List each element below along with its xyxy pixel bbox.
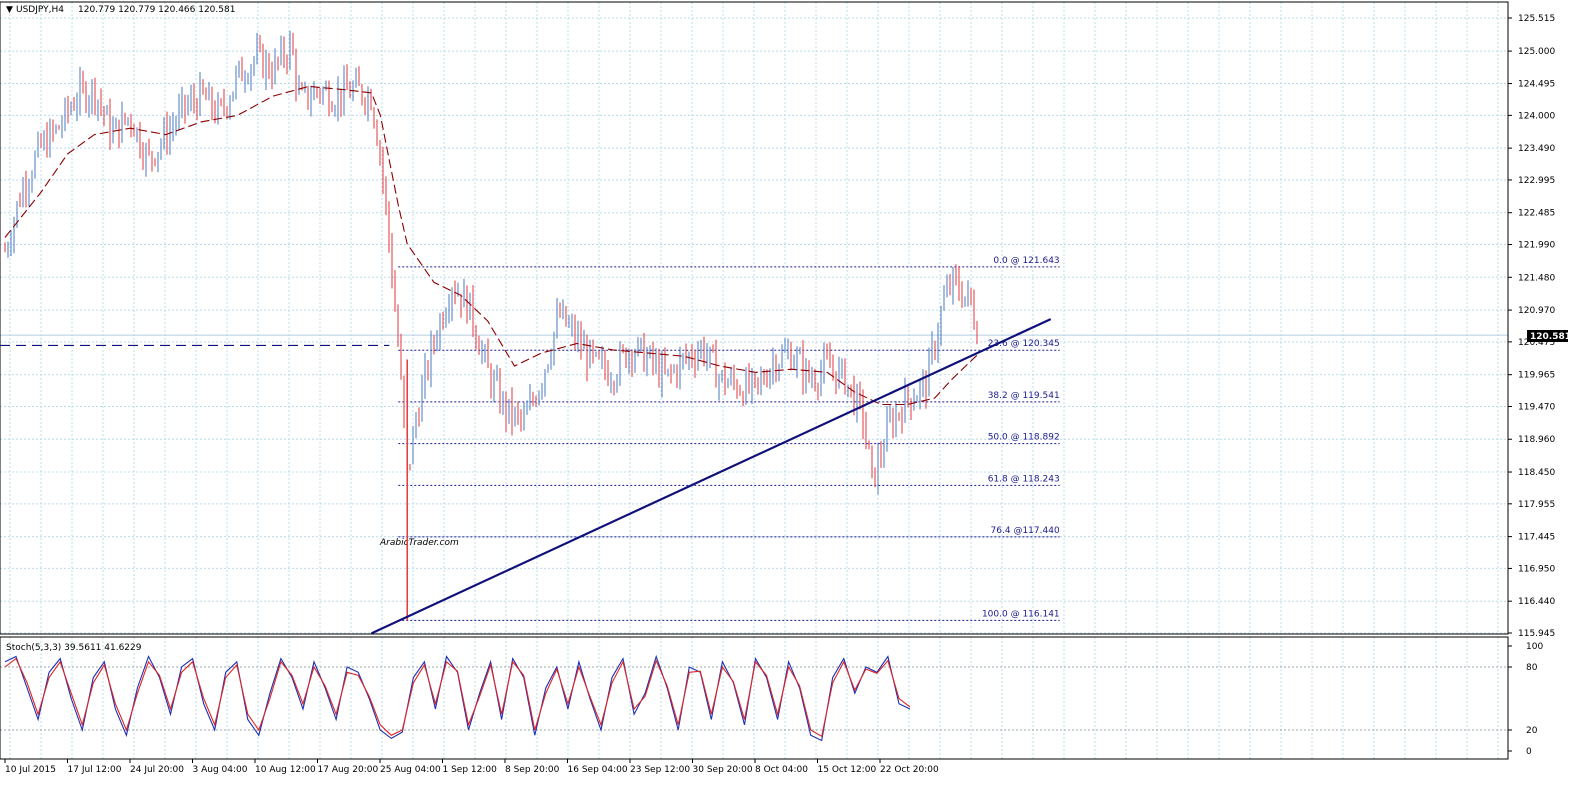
price-pane-border	[0, 1, 1509, 635]
time-tick-label: 8 Sep 20:00	[505, 765, 560, 775]
time-tick-label: 22 Oct 20:00	[880, 765, 939, 775]
price-tick-label: 119.470	[1518, 402, 1555, 412]
price-tick-label: 120.970	[1518, 306, 1555, 316]
stoch-tick-label: 80	[1526, 663, 1538, 673]
price-tick-label: 122.995	[1518, 176, 1555, 186]
price-tick-label: 125.000	[1518, 47, 1555, 57]
watermark: ArabicTrader.com	[379, 538, 459, 548]
stoch-tick-label: 0	[1526, 747, 1532, 757]
time-tick-label: 10 Aug 12:00	[255, 765, 316, 775]
time-tick-label: 15 Oct 12:00	[818, 765, 877, 775]
price-tick-label: 125.515	[1518, 14, 1555, 24]
collapse-icon[interactable]: ▼	[6, 5, 13, 15]
price-box-label: 120.581	[1530, 332, 1571, 342]
price-box-background	[1527, 330, 1568, 342]
time-tick-label: 24 Jul 20:00	[130, 765, 184, 775]
fib-level-label: 38.2 @ 119.541	[988, 391, 1060, 401]
price-tick-label: 124.000	[1518, 111, 1555, 121]
time-tick-label: 23 Sep 12:00	[630, 765, 690, 775]
price-tick-label: 117.445	[1518, 533, 1555, 543]
stochastic-signal-line	[4, 657, 911, 738]
time-tick-label: 17 Aug 20:00	[318, 765, 379, 775]
time-tick-label: 16 Sep 04:00	[568, 765, 628, 775]
fib-level-label: 100.0 @ 116.141	[982, 609, 1060, 619]
price-grid	[0, 2, 1508, 634]
chart-symbol: USDJPY,H4	[16, 5, 64, 15]
time-tick-label: 25 Aug 04:00	[380, 765, 441, 775]
stochastic-pane: 100 80 20 0 Stoch(5,3,3) 39.5611 41.6229	[0, 636, 1543, 760]
fib-level-label: 0.0 @ 121.643	[993, 256, 1059, 266]
price-tick-label: 121.480	[1518, 273, 1555, 283]
time-tick-label: 30 Sep 20:00	[693, 765, 753, 775]
time-tick-label: 8 Oct 04:00	[755, 765, 808, 775]
stoch-tick-label: 100	[1526, 642, 1543, 652]
price-tick-label: 116.950	[1518, 564, 1555, 574]
time-tick-label: 3 Aug 04:00	[193, 765, 248, 775]
price-tick-label: 117.955	[1518, 500, 1555, 510]
price-box: 120.581	[1527, 330, 1571, 342]
stochastic-label: Stoch(5,3,3) 39.5611 41.6229	[6, 643, 142, 653]
price-tick-label: 116.440	[1518, 597, 1555, 607]
stoch-tick-label: 20	[1526, 726, 1538, 736]
stochastic-pane-border	[0, 636, 1509, 760]
price-tick-label: 123.490	[1518, 144, 1555, 154]
fib-level-label: 23.6 @ 120.345	[988, 339, 1060, 349]
price-tick-label: 119.965	[1518, 371, 1555, 381]
price-tick-label: 122.485	[1518, 209, 1555, 219]
fibonacci-levels: 0.0 @ 121.643 23.6 @ 120.345 38.2 @ 119.54…	[398, 256, 1060, 621]
stochastic-grid	[0, 637, 1508, 759]
price-axis: 125.515 125.000 124.495 124.000 123.490 122.9…	[1508, 14, 1555, 639]
time-tick-label: 17 Jul 12:00	[68, 765, 122, 775]
stochastic-axis: 100 80 20 0	[1508, 642, 1543, 757]
price-tick-label: 121.990	[1518, 241, 1555, 251]
price-chart: ArabicTrader.com 0.0 @ 121.643 23.6 @ 120…	[0, 1, 1571, 639]
chart-ohlc: 120.779 120.779 120.466 120.581	[78, 5, 235, 15]
fib-level-label: 76.4 @117.440	[991, 526, 1060, 536]
candles	[4, 30, 978, 621]
price-tick-label: 120.475	[1518, 338, 1555, 348]
price-tick-label: 124.495	[1518, 80, 1555, 90]
trendline[interactable]	[370, 318, 1052, 635]
time-axis: 10 Jul 2015 17 Jul 12:00 24 Jul 20:00 3 Aug…	[4, 759, 939, 775]
price-tick-label: 115.945	[1518, 629, 1555, 639]
price-tick-label: 118.960	[1518, 435, 1555, 445]
fib-level-label: 50.0 @ 118.892	[988, 433, 1060, 443]
fib-level-label: 61.8 @ 118.243	[988, 474, 1060, 484]
price-tick-label: 118.450	[1518, 468, 1555, 478]
time-tick-label: 10 Jul 2015	[5, 765, 56, 775]
time-tick-label: 1 Sep 12:00	[443, 765, 498, 775]
moving-average-line	[4, 85, 980, 406]
